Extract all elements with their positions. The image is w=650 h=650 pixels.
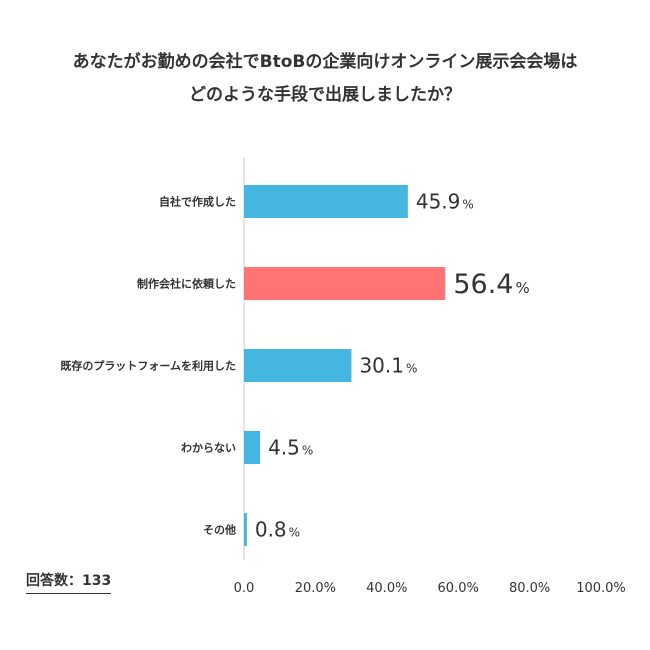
respondent-count: 回答数：133 xyxy=(26,572,112,594)
category-label-2: 既存のプラットフォームを利用した xyxy=(60,359,236,373)
x-tick-label-5: 100.0% xyxy=(576,581,626,596)
chart-title: あなたがお勤めの会社でBtoBの企業向けオンライン展示会会場は どのような手段で… xyxy=(0,46,650,112)
bar-2 xyxy=(244,349,352,382)
category-label-1: 制作会社に依頼した xyxy=(137,277,236,291)
x-tick-label-1: 20.0% xyxy=(295,581,336,596)
value-label-4: 0.8% xyxy=(255,518,300,542)
x-tick-label-2: 40.0% xyxy=(366,581,407,596)
value-label-0: 45.9% xyxy=(416,190,474,214)
x-tick-label-0: 0.0 xyxy=(234,581,255,596)
bar-4 xyxy=(244,513,247,546)
bar-3 xyxy=(244,431,261,464)
value-label-2: 30.1% xyxy=(359,354,417,378)
x-tick-label-3: 60.0% xyxy=(438,581,479,596)
bar-0 xyxy=(244,185,408,218)
value-label-3: 4.5% xyxy=(268,436,313,460)
category-label-4: その他 xyxy=(203,523,236,537)
x-tick-label-4: 80.0% xyxy=(509,581,550,596)
chart-title-line-2: どのような手段で出展しましたか？ xyxy=(189,85,461,105)
bar-1 xyxy=(244,267,446,300)
category-label-3: わからない xyxy=(181,442,236,455)
value-label-1: 56.4% xyxy=(453,269,529,300)
chart-title-line-1: あなたがお勤めの会社でBtoBの企業向けオンライン展示会会場は xyxy=(72,52,578,72)
category-label-0: 自社で作成した xyxy=(159,195,236,209)
